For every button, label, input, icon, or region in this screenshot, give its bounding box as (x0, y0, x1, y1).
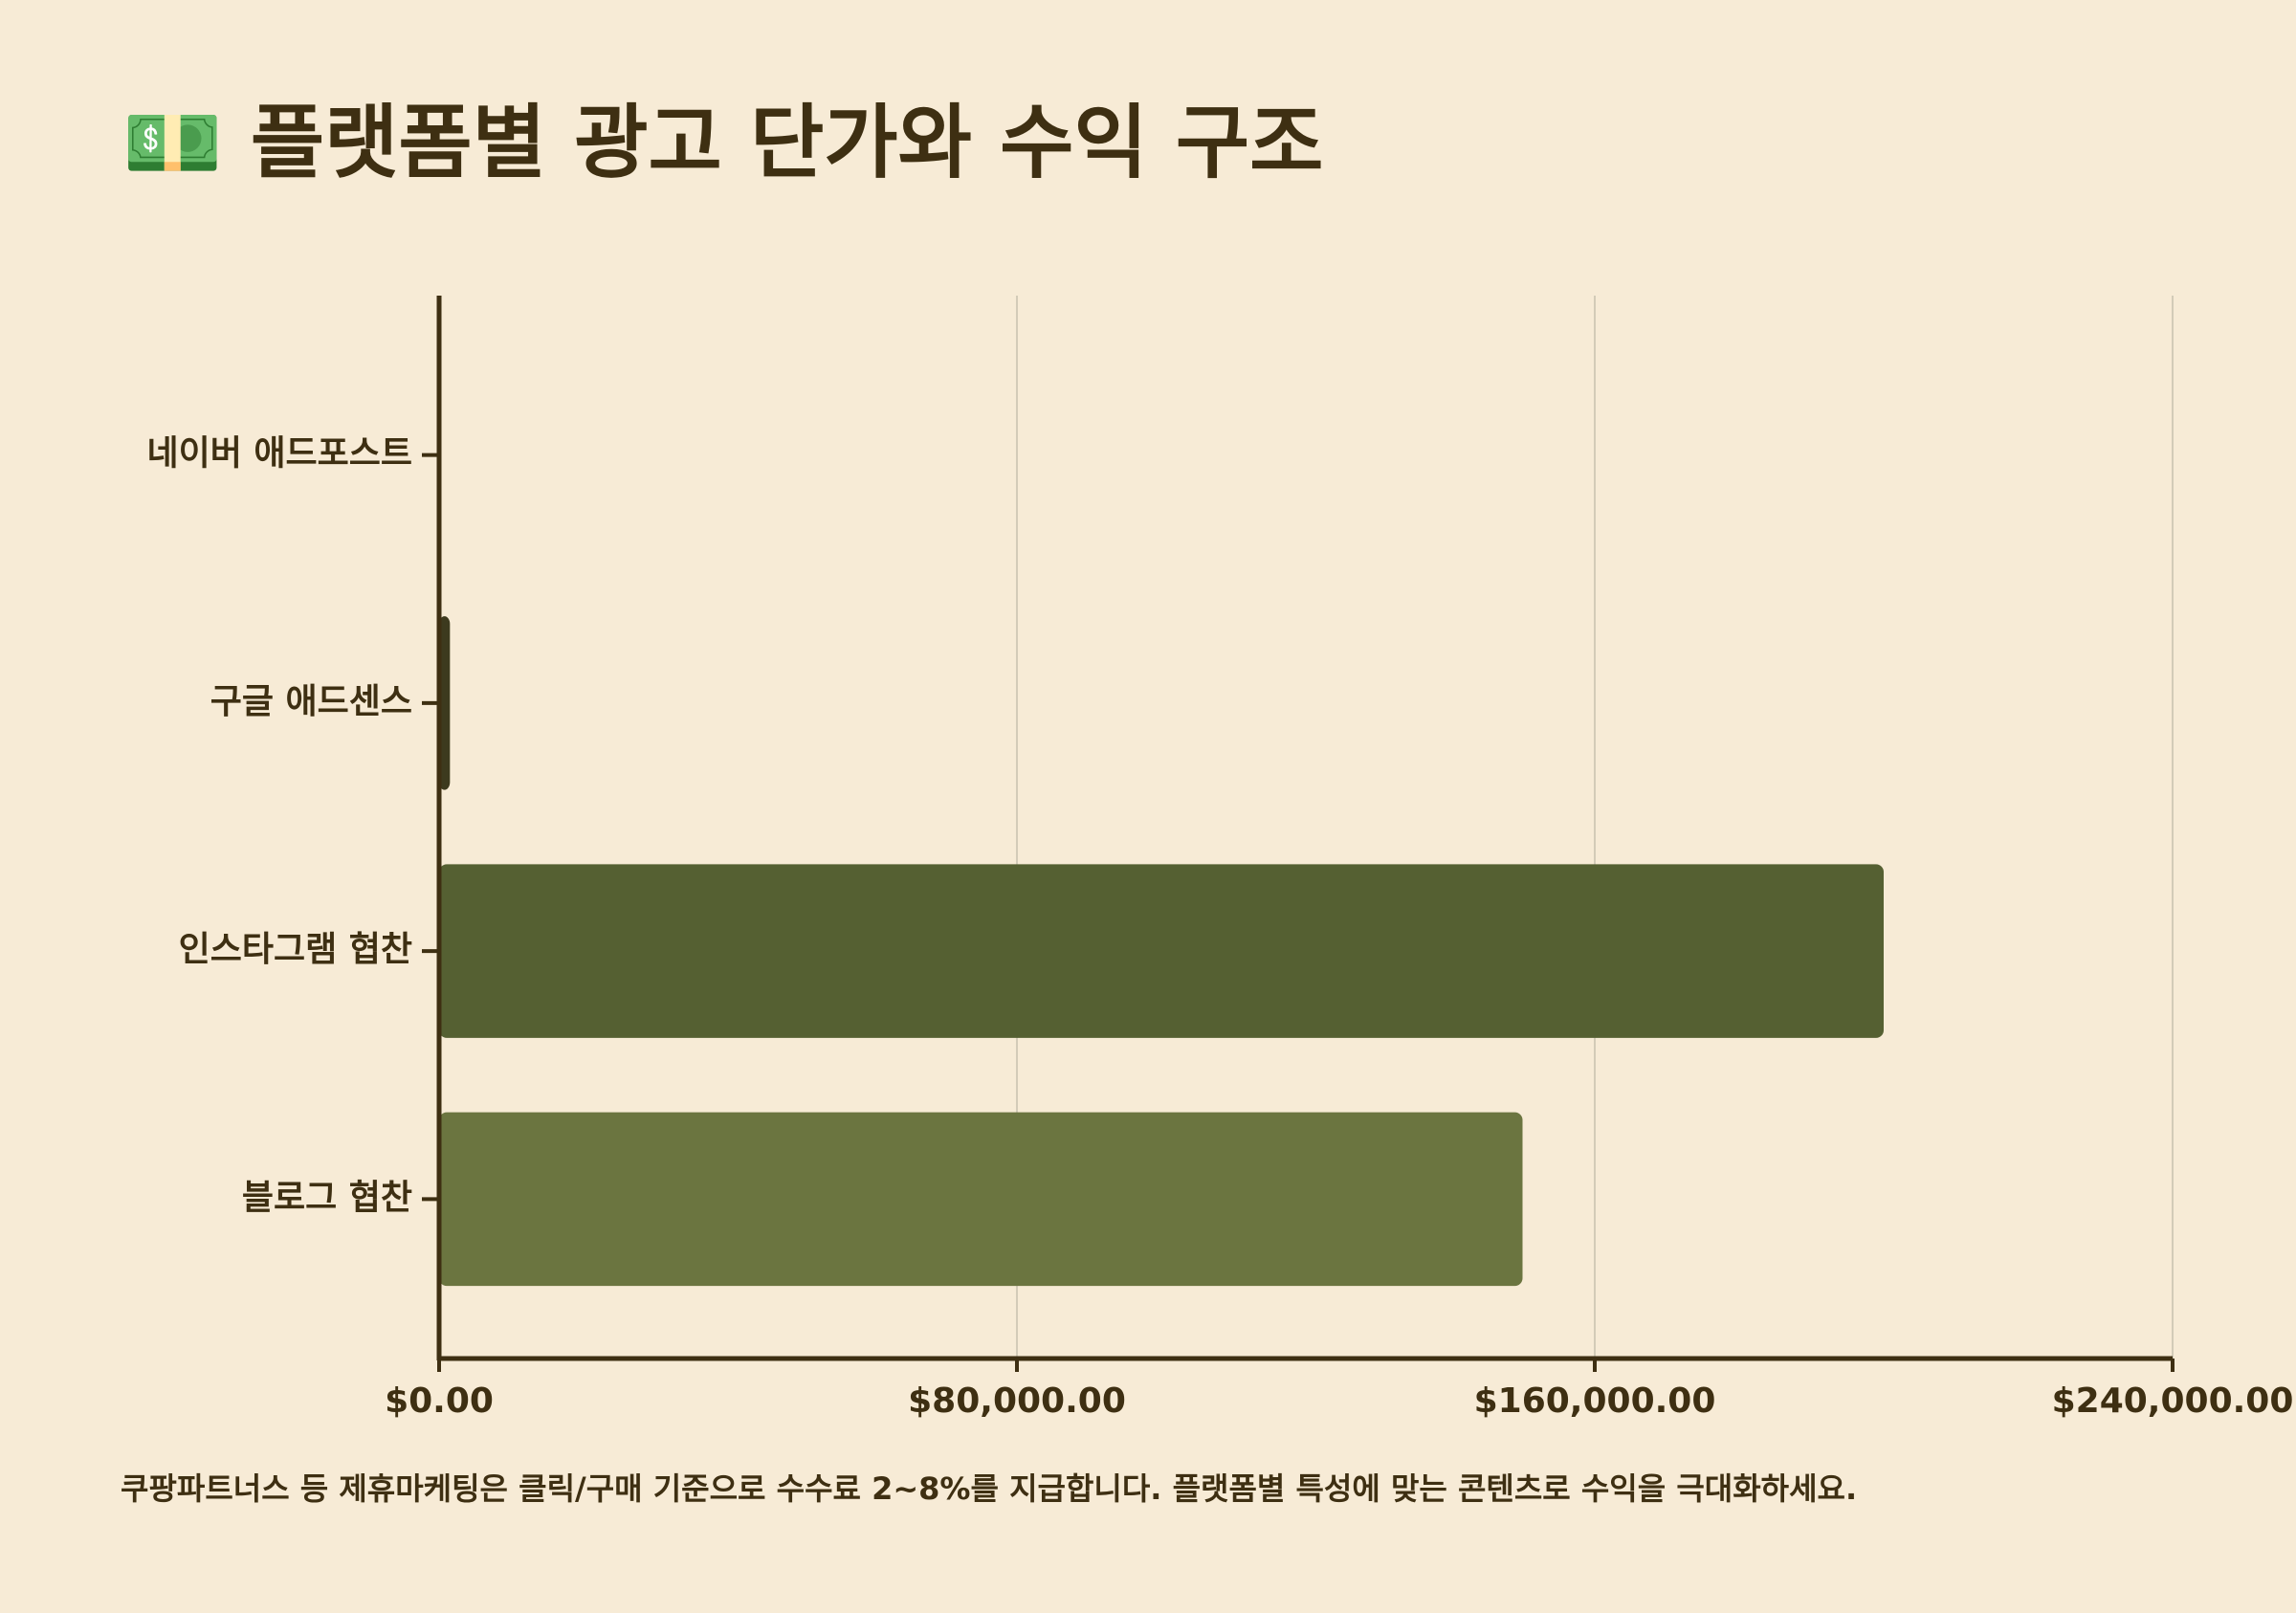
x-tick-label: $160,000.00 (1474, 1381, 1716, 1421)
x-tick-label: $80,000.00 (908, 1381, 1126, 1421)
bar (439, 1112, 1523, 1287)
bar (439, 616, 451, 790)
chart-title: 💵 플랫폼별 광고 단가와 수익 구조 (122, 96, 1323, 189)
bar (439, 864, 1884, 1038)
chart-note: 쿠팡파트너스 등 제휴마케팅은 클릭/구매 기준으로 수수료 2~8%를 지급합… (121, 1470, 1857, 1507)
x-tick-label: $0.00 (385, 1381, 494, 1421)
y-tick-label: 블로그 협찬 (242, 1178, 412, 1217)
y-tick-label: 구글 애드센스 (210, 682, 412, 721)
y-tick-label: 네이버 애드포스트 (147, 434, 413, 474)
x-tick-label: $240,000.00 (2052, 1381, 2294, 1421)
y-tick-label: 인스타그램 협찬 (179, 930, 412, 969)
